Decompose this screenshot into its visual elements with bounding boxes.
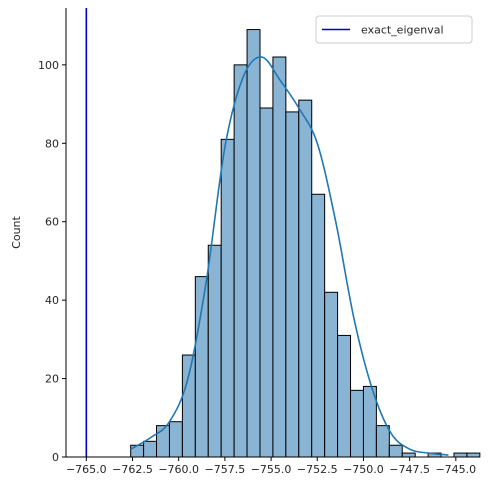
y-tick-label: 40: [45, 294, 59, 307]
y-tick-label: 0: [52, 451, 59, 464]
x-tick-label: −747.5: [389, 463, 430, 476]
x-tick-label: −752.5: [297, 463, 338, 476]
histogram-bar: [272, 56, 287, 458]
histogram-bar: [233, 64, 248, 458]
histogram-bar: [298, 99, 313, 458]
histogram-bar: [350, 389, 364, 458]
x-tick-label: −757.5: [205, 463, 246, 476]
x-tick-label: −760.0: [158, 463, 199, 476]
ticks-layer: −765.0 −762.5 −760.0 −757.5 −755.0 −752.5 −750…: [38, 59, 476, 476]
legend-box: [315, 15, 473, 44]
histogram-bar: [285, 111, 300, 458]
y-axis-label: Count: [10, 215, 23, 248]
histogram-bar: [311, 193, 326, 458]
x-tick-label: −762.5: [112, 463, 153, 476]
histogram-bar: [207, 244, 222, 458]
histogram-bar: [388, 444, 403, 458]
histogram-bar: [453, 452, 468, 458]
legend-label: exact_eigenval: [361, 24, 444, 37]
y-tick-label: 60: [45, 216, 59, 229]
histogram-bar: [130, 444, 145, 458]
y-tick-label: 80: [45, 137, 59, 150]
legend: exact_eigenval: [315, 15, 473, 44]
histogram-bar: [181, 354, 196, 458]
x-tick-label: −765.0: [66, 463, 107, 476]
histogram-bar: [375, 425, 390, 458]
histogram-bar: [246, 29, 261, 458]
histogram-bar: [220, 138, 235, 458]
histogram-bar: [168, 421, 183, 458]
y-tick-label: 100: [38, 59, 59, 72]
histogram-bar: [401, 452, 416, 458]
x-tick-label: −750.0: [343, 463, 384, 476]
histogram-bar: [324, 291, 339, 458]
histogram-bar: [194, 276, 209, 458]
x-tick-label: −745.0: [435, 463, 476, 476]
histogram-bar: [259, 107, 274, 458]
x-tick-label: −755.0: [251, 463, 292, 476]
kde-layer: [130, 56, 449, 456]
kde-curve: [130, 56, 449, 456]
histogram-bar: [143, 440, 158, 458]
y-tick-label: 20: [45, 373, 59, 386]
histogram-bar: [337, 334, 352, 458]
histogram-bar: [466, 452, 481, 458]
histogram-bar: [156, 425, 170, 458]
bars-layer: [130, 29, 481, 458]
